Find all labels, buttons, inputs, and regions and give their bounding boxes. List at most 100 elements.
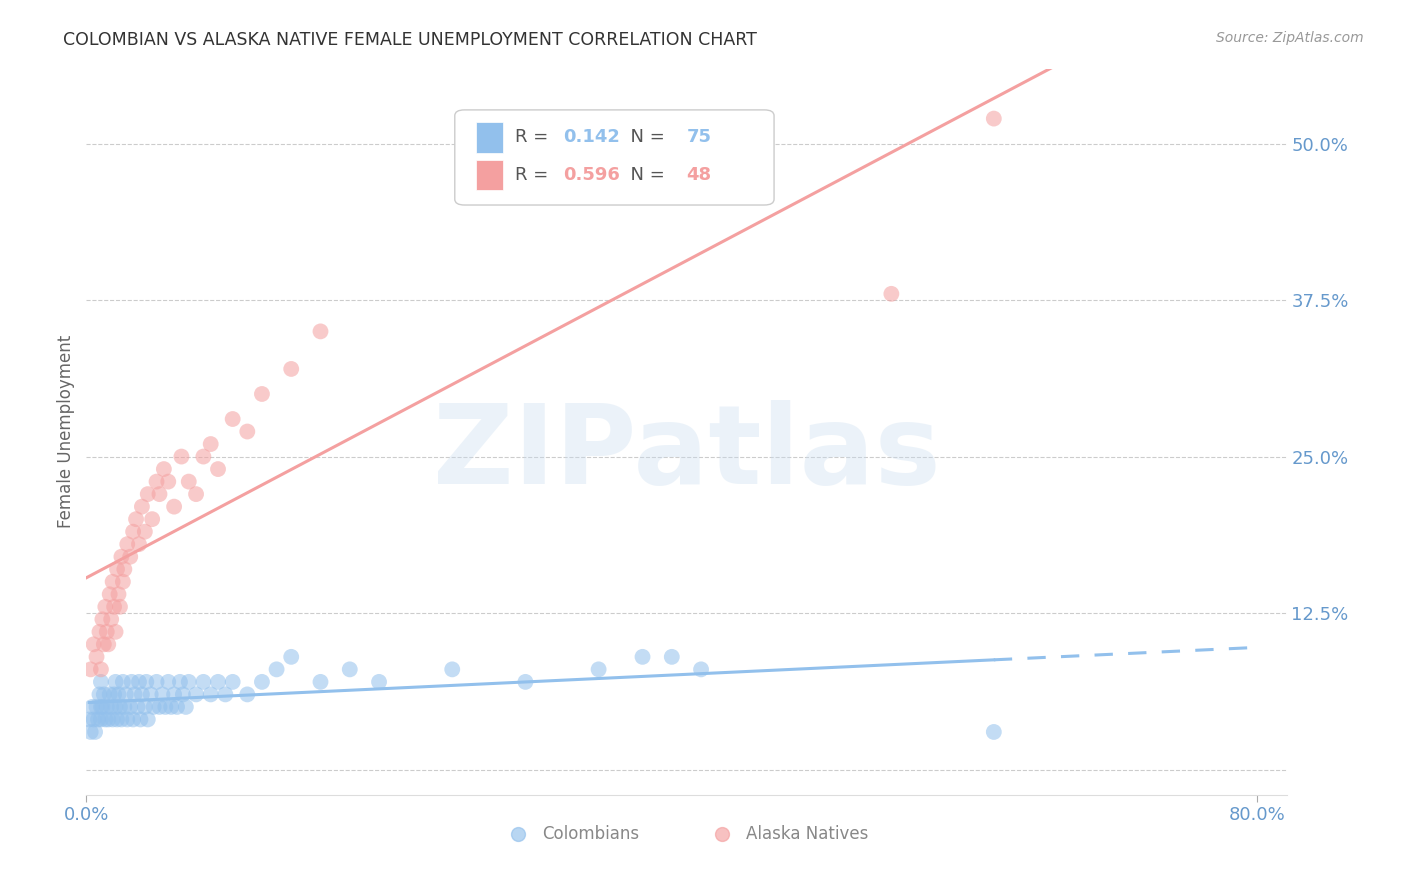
Point (90, 713, 112, 727)
Point (112, 562, 135, 576)
Point (184, 687, 207, 701)
Point (84, 725, 107, 739)
Point (236, 687, 259, 701)
Point (163, 687, 186, 701)
Point (588, 662, 610, 676)
Point (690, 662, 713, 676)
Point (128, 674, 150, 689)
Point (851, 831, 873, 846)
Point (141, 512, 163, 526)
Point (93, 637, 115, 651)
Point (155, 700, 177, 714)
FancyBboxPatch shape (477, 122, 503, 153)
Point (104, 674, 127, 689)
Text: R =: R = (515, 128, 554, 146)
Point (128, 537, 150, 551)
Point (661, 649, 683, 664)
Point (82, 700, 104, 714)
Point (120, 700, 142, 714)
Text: N =: N = (619, 128, 671, 146)
Point (93, 687, 115, 701)
Point (86, 649, 108, 664)
Point (368, 674, 391, 689)
Point (153, 462, 176, 476)
Point (441, 662, 464, 676)
Point (134, 524, 156, 539)
Text: 0.142: 0.142 (562, 128, 620, 146)
Point (117, 713, 139, 727)
Point (983, 112, 1005, 126)
Point (214, 687, 236, 701)
Text: 48: 48 (686, 166, 711, 185)
Point (163, 500, 186, 514)
Point (880, 286, 903, 301)
Point (602, 831, 624, 846)
Point (83, 637, 105, 651)
Point (107, 687, 129, 701)
Point (174, 700, 197, 714)
Point (104, 624, 127, 639)
Point (122, 713, 145, 727)
Text: COLOMBIAN VS ALASKA NATIVE FEMALE UNEMPLOYMENT CORRELATION CHART: COLOMBIAN VS ALASKA NATIVE FEMALE UNEMPL… (63, 31, 758, 49)
Point (90, 674, 112, 689)
Point (131, 687, 153, 701)
Point (91, 612, 114, 626)
Point (157, 475, 180, 489)
Point (250, 387, 273, 401)
Point (110, 713, 132, 727)
Point (145, 475, 167, 489)
Text: Source: ZipAtlas.com: Source: ZipAtlas.com (1216, 31, 1364, 45)
Text: ZIPatlas: ZIPatlas (433, 400, 941, 507)
Text: Colombians: Colombians (543, 825, 640, 844)
Point (120, 549, 142, 564)
Point (114, 687, 136, 701)
Point (983, 725, 1005, 739)
Point (125, 512, 148, 526)
Point (339, 662, 361, 676)
Point (97, 637, 120, 651)
Point (122, 524, 145, 539)
Point (157, 674, 180, 689)
Text: Alaska Natives: Alaska Natives (747, 825, 869, 844)
Point (111, 674, 134, 689)
FancyBboxPatch shape (454, 110, 775, 205)
Text: N =: N = (619, 166, 671, 185)
Point (90, 662, 112, 676)
Point (103, 599, 125, 614)
Point (90, 700, 112, 714)
Point (89, 624, 111, 639)
Point (139, 687, 162, 701)
Point (207, 462, 229, 476)
Point (135, 674, 157, 689)
Point (177, 674, 200, 689)
Point (127, 700, 149, 714)
Point (103, 687, 125, 701)
Point (96, 624, 118, 639)
Point (166, 700, 188, 714)
Y-axis label: Female Unemployment: Female Unemployment (58, 334, 75, 528)
Point (170, 450, 193, 464)
Point (266, 662, 288, 676)
Point (112, 700, 135, 714)
Text: R =: R = (515, 166, 554, 185)
Point (96, 700, 118, 714)
Point (221, 674, 243, 689)
Point (97, 713, 120, 727)
Point (193, 450, 215, 464)
Point (110, 549, 132, 564)
Point (131, 500, 153, 514)
Point (98, 587, 121, 601)
Point (77, 713, 100, 727)
Point (309, 674, 332, 689)
Point (104, 700, 127, 714)
Point (136, 713, 159, 727)
Point (98, 687, 121, 701)
Point (172, 687, 194, 701)
Point (280, 362, 302, 376)
Point (177, 475, 200, 489)
Point (193, 674, 215, 689)
Point (100, 612, 122, 626)
Point (108, 700, 131, 714)
Point (107, 587, 129, 601)
Point (121, 674, 143, 689)
